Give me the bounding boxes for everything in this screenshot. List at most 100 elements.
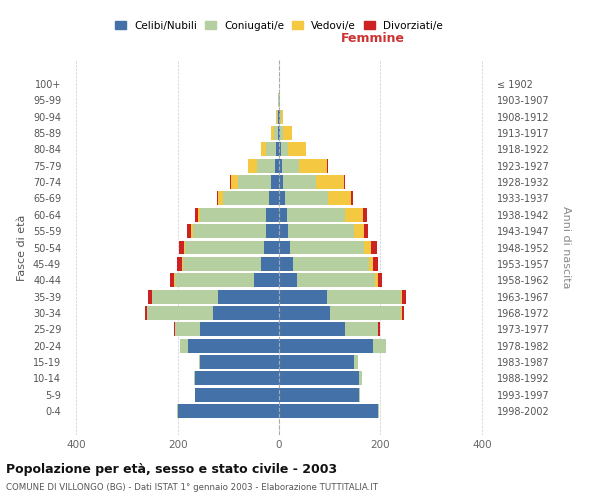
Bar bbox=[279, 126, 280, 140]
Bar bbox=[285, 192, 328, 205]
Legend: Celibi/Nubili, Coniugati/e, Vedovi/e, Divorziati/e: Celibi/Nubili, Coniugati/e, Vedovi/e, Di… bbox=[111, 16, 447, 35]
Bar bbox=[170, 274, 174, 287]
Bar bbox=[213, 306, 279, 320]
Bar bbox=[277, 110, 278, 124]
Bar bbox=[287, 208, 345, 222]
Bar bbox=[248, 159, 257, 172]
Bar bbox=[271, 126, 274, 140]
Bar bbox=[261, 142, 266, 156]
Bar bbox=[364, 240, 371, 254]
Bar bbox=[279, 372, 359, 386]
Bar bbox=[184, 240, 185, 254]
Bar bbox=[271, 175, 279, 189]
Bar bbox=[279, 240, 290, 254]
Bar bbox=[279, 404, 378, 418]
Bar bbox=[279, 388, 359, 402]
Bar bbox=[281, 110, 283, 124]
Bar bbox=[231, 175, 238, 189]
Bar bbox=[373, 257, 379, 271]
Bar bbox=[376, 274, 378, 287]
Bar bbox=[280, 110, 281, 124]
Bar bbox=[328, 192, 351, 205]
Bar bbox=[174, 274, 175, 287]
Bar bbox=[344, 175, 345, 189]
Bar bbox=[277, 142, 279, 156]
Bar bbox=[199, 355, 200, 369]
Bar bbox=[274, 126, 278, 140]
Bar bbox=[279, 257, 293, 271]
Bar bbox=[200, 355, 279, 369]
Bar bbox=[223, 192, 269, 205]
Bar bbox=[371, 240, 377, 254]
Bar bbox=[238, 175, 271, 189]
Bar bbox=[354, 224, 364, 238]
Text: COMUNE DI VILLONGO (BG) - Dati ISTAT 1° gennaio 2003 - Elaborazione TUTTITALIA.I: COMUNE DI VILLONGO (BG) - Dati ISTAT 1° … bbox=[6, 482, 378, 492]
Bar bbox=[327, 290, 401, 304]
Bar bbox=[279, 175, 283, 189]
Bar bbox=[218, 290, 279, 304]
Bar bbox=[257, 159, 275, 172]
Bar bbox=[180, 338, 188, 352]
Bar bbox=[364, 224, 368, 238]
Bar bbox=[379, 322, 380, 336]
Bar bbox=[362, 208, 367, 222]
Bar bbox=[354, 355, 358, 369]
Bar bbox=[188, 338, 279, 352]
Bar bbox=[152, 290, 218, 304]
Bar bbox=[299, 159, 327, 172]
Bar bbox=[279, 142, 281, 156]
Bar bbox=[281, 159, 299, 172]
Bar bbox=[266, 142, 277, 156]
Y-axis label: Anni di nascita: Anni di nascita bbox=[560, 206, 571, 289]
Bar bbox=[147, 306, 213, 320]
Bar bbox=[196, 388, 279, 402]
Bar bbox=[402, 306, 404, 320]
Bar bbox=[378, 404, 379, 418]
Bar bbox=[401, 306, 402, 320]
Bar bbox=[293, 257, 369, 271]
Bar bbox=[279, 224, 288, 238]
Bar bbox=[264, 240, 279, 254]
Bar bbox=[290, 240, 364, 254]
Bar bbox=[261, 257, 279, 271]
Bar bbox=[279, 322, 345, 336]
Bar bbox=[196, 208, 198, 222]
Bar bbox=[254, 274, 279, 287]
Bar bbox=[345, 208, 362, 222]
Bar bbox=[283, 175, 316, 189]
Bar bbox=[193, 224, 266, 238]
Bar bbox=[402, 290, 406, 304]
Bar bbox=[275, 159, 279, 172]
Bar bbox=[378, 274, 382, 287]
Bar bbox=[176, 257, 182, 271]
Text: Popolazione per età, sesso e stato civile - 2003: Popolazione per età, sesso e stato civil… bbox=[6, 462, 337, 475]
Bar bbox=[194, 372, 196, 386]
Bar bbox=[279, 208, 287, 222]
Bar bbox=[196, 372, 279, 386]
Bar bbox=[191, 224, 193, 238]
Bar bbox=[279, 159, 281, 172]
Bar bbox=[279, 274, 297, 287]
Bar bbox=[200, 208, 266, 222]
Bar bbox=[175, 274, 254, 287]
Bar bbox=[279, 192, 285, 205]
Bar bbox=[279, 355, 354, 369]
Bar bbox=[200, 322, 279, 336]
Bar bbox=[369, 257, 373, 271]
Bar bbox=[373, 338, 386, 352]
Bar bbox=[280, 126, 283, 140]
Bar bbox=[187, 224, 191, 238]
Bar bbox=[276, 110, 277, 124]
Bar bbox=[217, 192, 218, 205]
Y-axis label: Fasce di età: Fasce di età bbox=[17, 214, 27, 280]
Bar bbox=[288, 142, 306, 156]
Bar bbox=[359, 388, 360, 402]
Bar bbox=[278, 126, 279, 140]
Bar bbox=[266, 224, 279, 238]
Bar bbox=[330, 306, 401, 320]
Bar bbox=[148, 290, 152, 304]
Bar bbox=[279, 306, 330, 320]
Bar bbox=[281, 142, 288, 156]
Bar bbox=[401, 290, 402, 304]
Bar bbox=[178, 404, 279, 418]
